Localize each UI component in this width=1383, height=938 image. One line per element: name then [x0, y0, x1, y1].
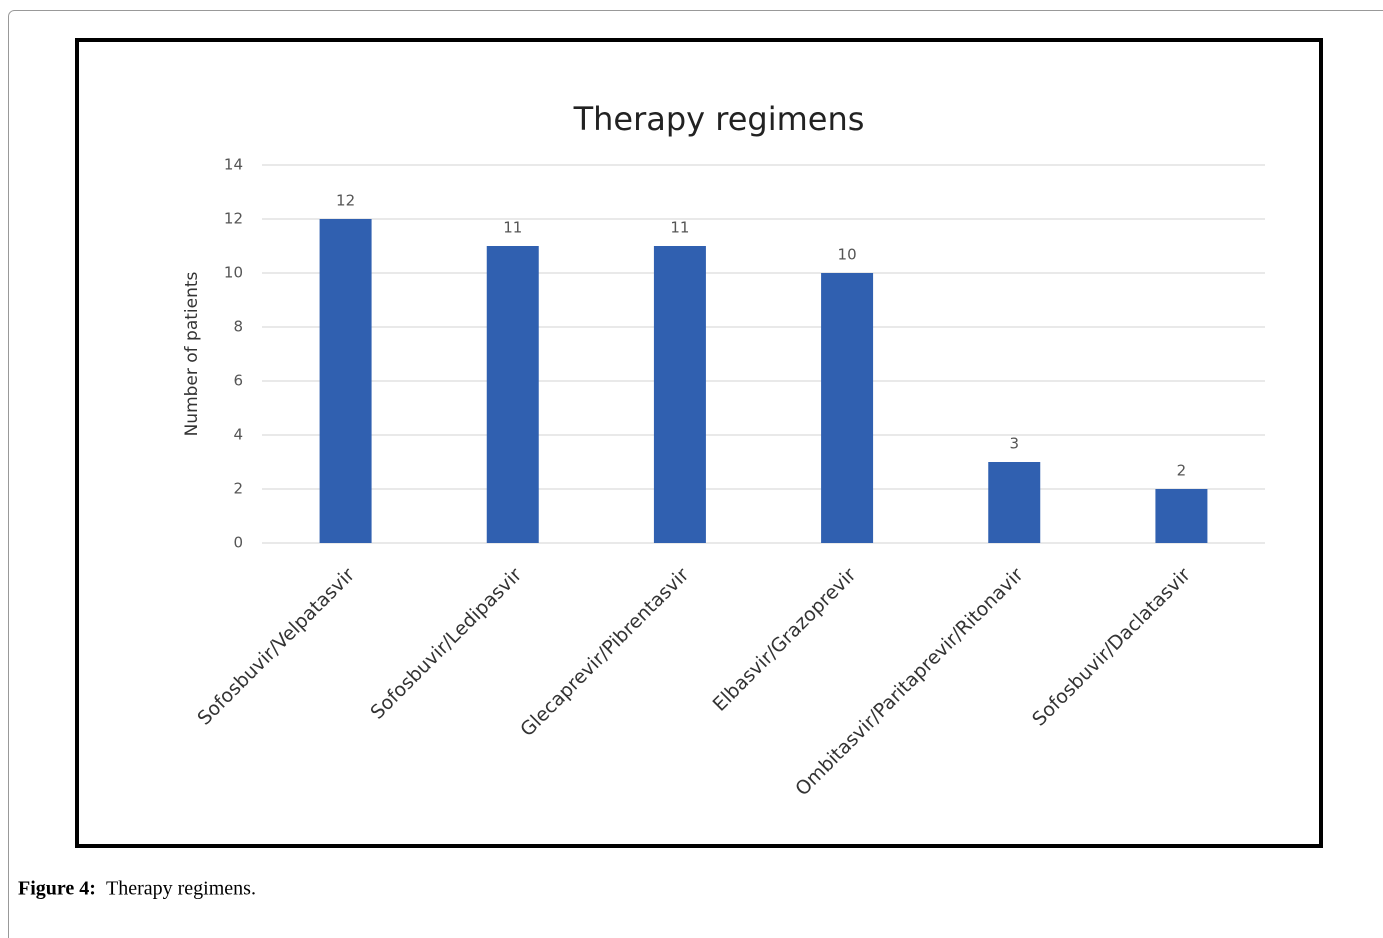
- caption-text: Therapy regimens.: [106, 878, 256, 900]
- data-label: 12: [336, 192, 355, 210]
- bar: [821, 273, 874, 543]
- caption-label: Figure 4:: [18, 878, 96, 900]
- bar: [319, 219, 372, 543]
- y-tick-label: 14: [224, 156, 243, 174]
- data-label: 11: [503, 219, 522, 237]
- bar: [653, 246, 706, 543]
- y-tick-label: 4: [233, 426, 243, 444]
- figure-border: [8, 10, 1383, 938]
- y-tick-label: 8: [233, 318, 243, 336]
- y-tick-label: 12: [224, 210, 243, 228]
- y-tick-label: 2: [233, 480, 243, 498]
- data-label: 10: [838, 246, 857, 264]
- y-axis-label: Number of patients: [182, 271, 202, 436]
- chart-title: Therapy regimens: [573, 100, 865, 138]
- data-label: 2: [1177, 462, 1187, 480]
- data-label: 3: [1009, 435, 1019, 453]
- bar: [988, 462, 1041, 543]
- bar: [486, 246, 539, 543]
- y-tick-label: 6: [233, 372, 243, 390]
- data-label: 11: [670, 219, 689, 237]
- y-tick-label: 10: [224, 264, 243, 282]
- y-tick-label: 0: [233, 534, 243, 552]
- bar: [1155, 489, 1208, 543]
